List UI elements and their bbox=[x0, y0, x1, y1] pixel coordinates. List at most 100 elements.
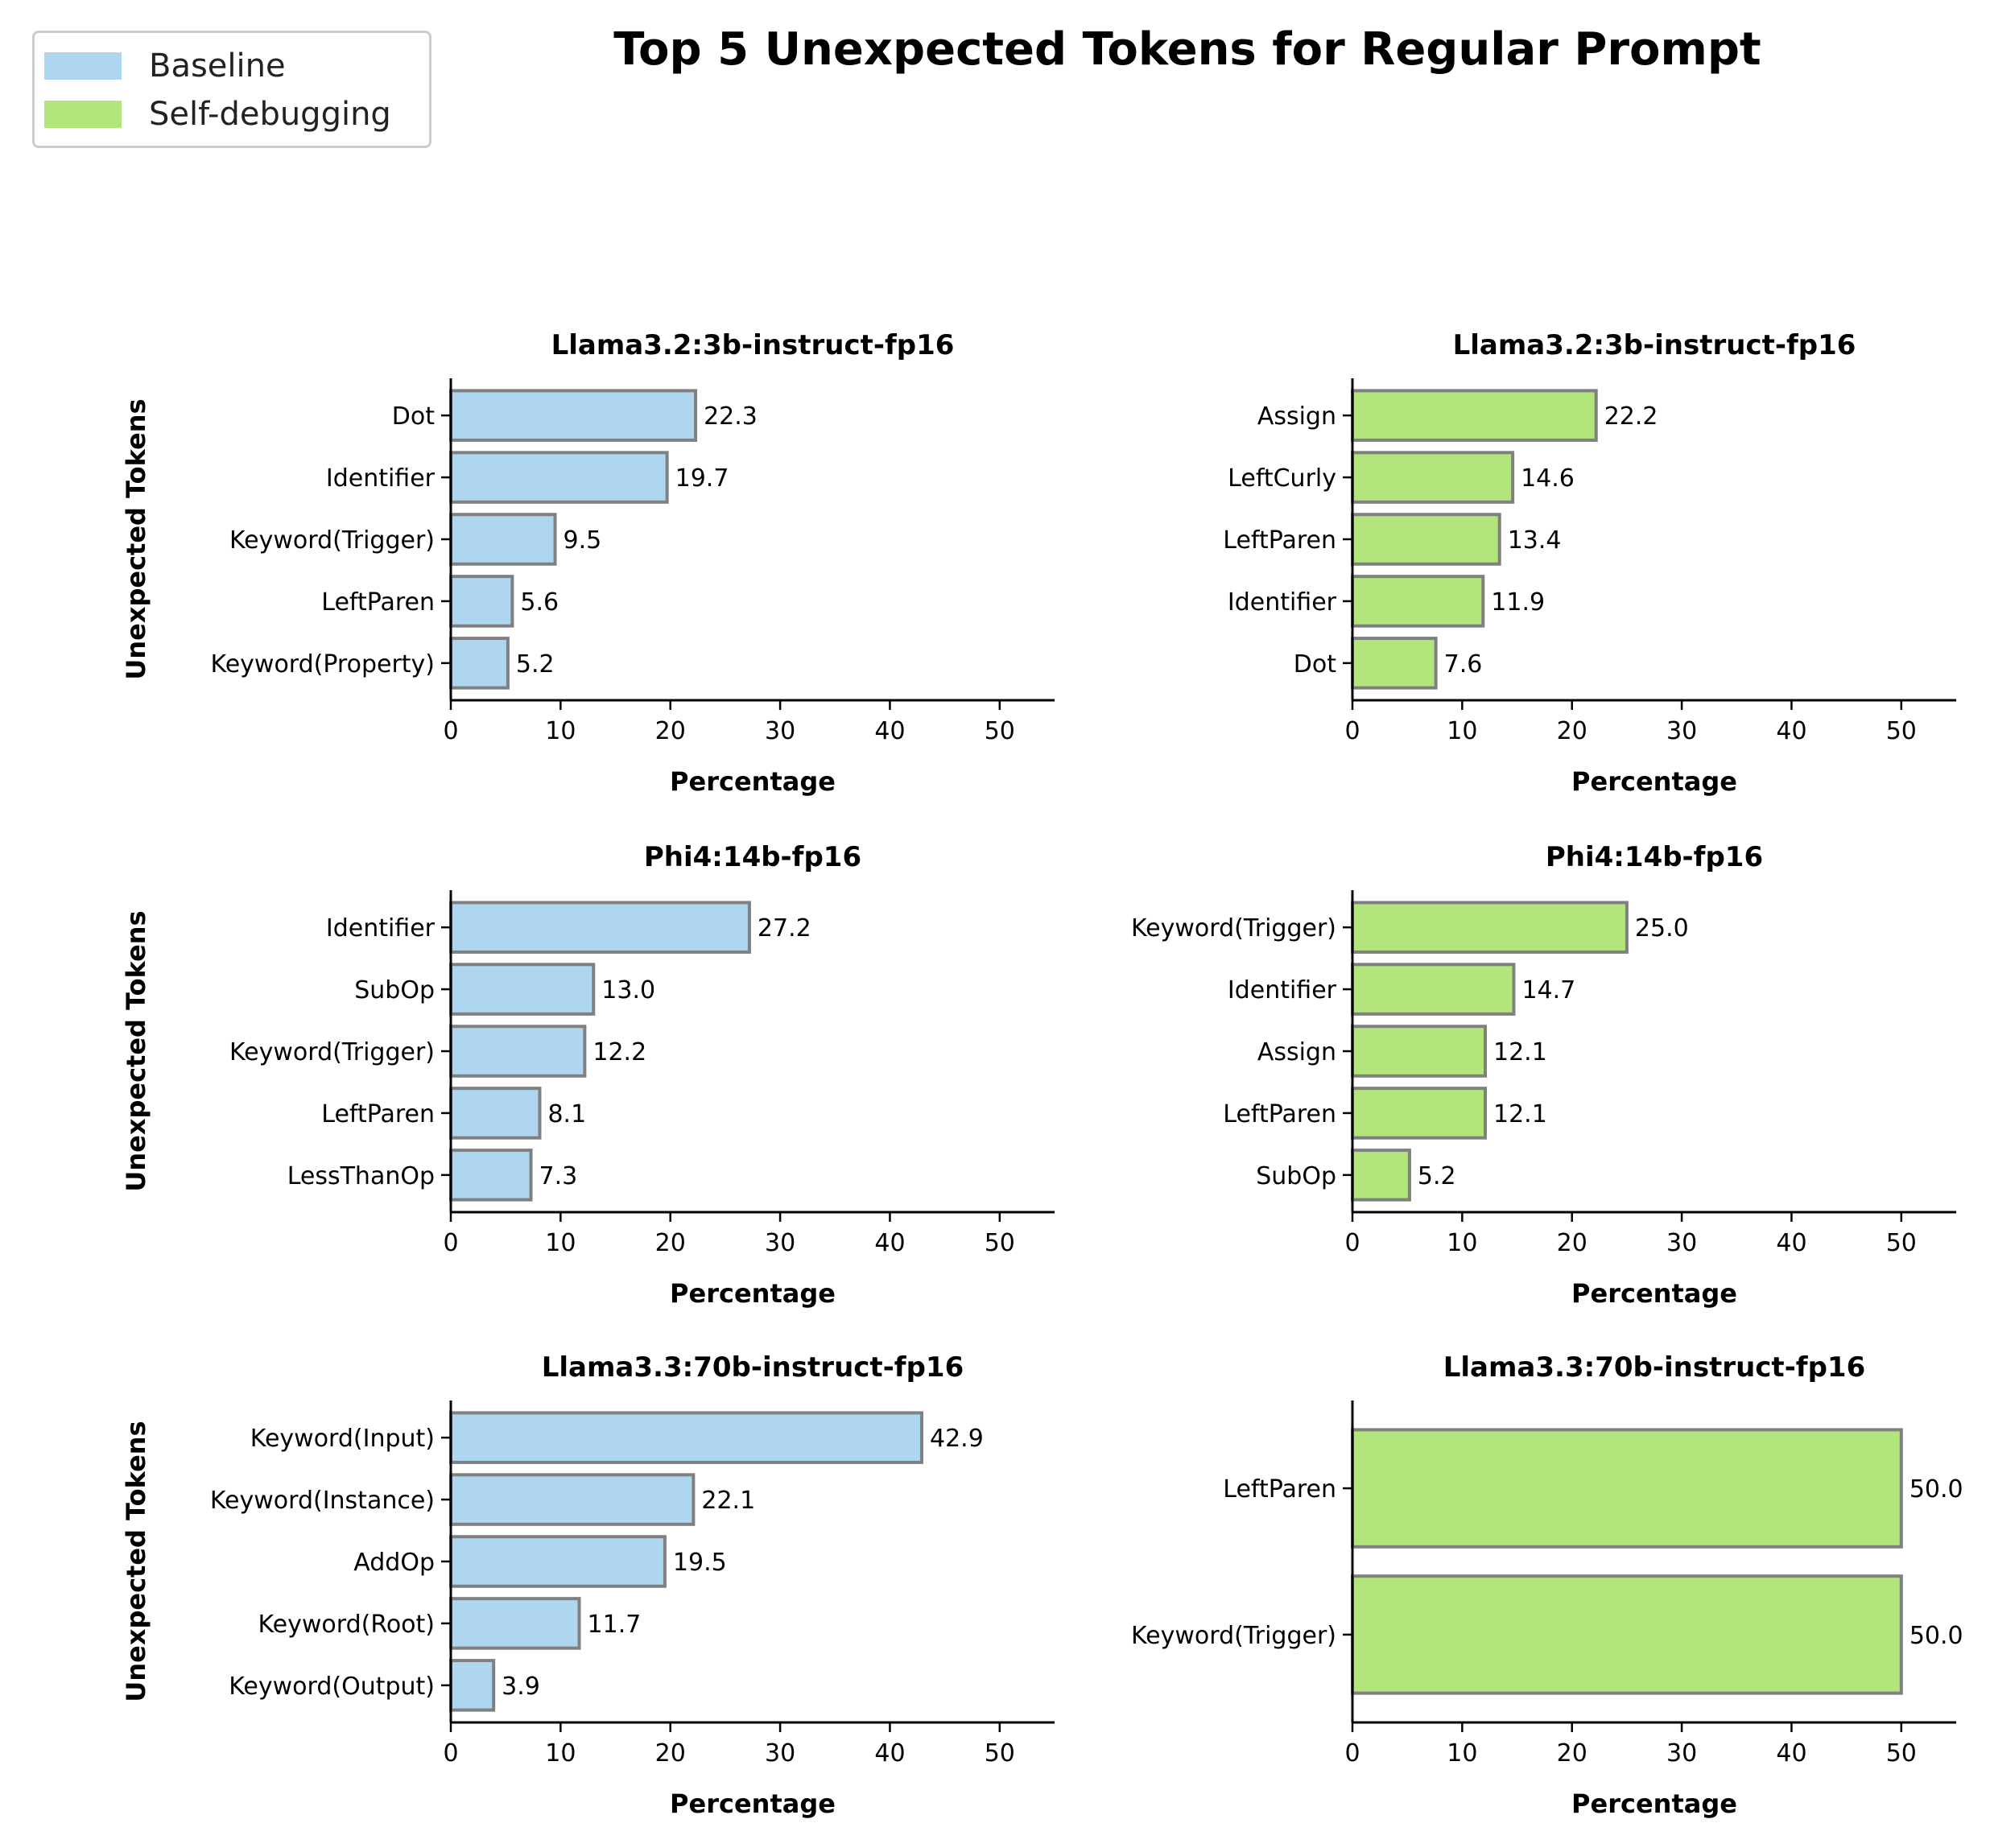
bar bbox=[449, 1597, 581, 1650]
legend-item-self-debugging: Self-debugging bbox=[44, 92, 391, 137]
value-label: 11.7 bbox=[588, 1611, 642, 1639]
x-tick-label: 20 bbox=[1557, 1739, 1587, 1768]
x-tick-label: 20 bbox=[1557, 717, 1587, 745]
value-label: 50.0 bbox=[1909, 1622, 1963, 1650]
subplot-2: Llama3.2:3b-instruct-fp16 22.2 Assign 14.6 L… bbox=[1223, 329, 1956, 797]
x-tick-label: 30 bbox=[765, 1739, 795, 1768]
bar bbox=[1351, 901, 1629, 954]
y-axis-label: Unexpected Tokens bbox=[121, 398, 151, 679]
subplot-title: Llama3.3:70b-instruct-fp16 bbox=[1443, 1351, 1866, 1384]
x-tick-label: 0 bbox=[443, 717, 458, 745]
y-tick-label: Dot bbox=[1294, 650, 1336, 679]
x-tick-label: 10 bbox=[545, 1229, 576, 1257]
bar bbox=[1351, 513, 1501, 566]
value-label: 42.9 bbox=[930, 1425, 984, 1453]
value-label: 9.5 bbox=[564, 526, 602, 555]
bar bbox=[1351, 1087, 1487, 1140]
x-tick-label: 20 bbox=[655, 1229, 686, 1257]
subplot-title: Phi4:14b-fp16 bbox=[644, 841, 861, 873]
value-label: 22.2 bbox=[1604, 402, 1658, 431]
value-label: 7.3 bbox=[539, 1162, 578, 1190]
subplot-title: Llama3.2:3b-instruct-fp16 bbox=[1453, 329, 1856, 361]
value-label: 50.0 bbox=[1909, 1475, 1963, 1504]
y-tick-label: Keyword(Root) bbox=[258, 1611, 435, 1639]
subplot-grid: Llama3.2:3b-instruct-fp16 22.3 Dot 19.7 Iden… bbox=[121, 329, 1963, 1819]
y-tick-label: Identifier bbox=[326, 914, 436, 943]
x-tick-label: 0 bbox=[443, 1229, 458, 1257]
x-tick-label: 20 bbox=[655, 717, 686, 745]
value-label: 13.4 bbox=[1508, 526, 1562, 555]
bar bbox=[449, 637, 510, 690]
y-tick-label: Keyword(Instance) bbox=[210, 1487, 435, 1515]
x-tick-label: 20 bbox=[1557, 1229, 1587, 1257]
x-tick-label: 30 bbox=[765, 1229, 795, 1257]
x-tick-label: 40 bbox=[1776, 717, 1806, 745]
x-tick-label: 50 bbox=[1886, 1739, 1917, 1768]
legend-label-self-debugging: Self-debugging bbox=[149, 96, 391, 133]
y-tick-label: LeftParen bbox=[321, 588, 435, 617]
subplot-5: Llama3.3:70b-instruct-fp16 42.9 Keyword(In… bbox=[121, 1351, 1055, 1819]
bar bbox=[449, 1659, 496, 1712]
x-axis-label: Percentage bbox=[1571, 1278, 1737, 1309]
value-label: 5.6 bbox=[520, 588, 559, 617]
x-tick-label: 20 bbox=[655, 1739, 686, 1768]
x-tick-label: 30 bbox=[1666, 717, 1697, 745]
y-tick-label: LeftCurly bbox=[1228, 464, 1336, 493]
y-tick-label: SubOp bbox=[354, 976, 435, 1004]
value-label: 12.2 bbox=[592, 1038, 646, 1066]
bar bbox=[1351, 1428, 1903, 1549]
subplot-3: Phi4:14b-fp16 27.2 Identifier 13.0 SubOp 12.2… bbox=[121, 841, 1055, 1309]
y-tick-label: Keyword(Output) bbox=[229, 1673, 435, 1701]
y-tick-label: Assign bbox=[1257, 1038, 1336, 1066]
value-label: 14.6 bbox=[1521, 464, 1575, 493]
bar bbox=[1351, 389, 1598, 442]
y-tick-label: Keyword(Trigger) bbox=[229, 1038, 435, 1066]
y-tick-label: LessThanOp bbox=[287, 1162, 435, 1190]
x-tick-label: 10 bbox=[545, 1739, 576, 1768]
value-label: 12.1 bbox=[1493, 1100, 1547, 1128]
x-tick-label: 50 bbox=[1886, 1229, 1917, 1257]
x-tick-label: 40 bbox=[874, 1739, 905, 1768]
y-tick-label: Dot bbox=[392, 402, 435, 431]
x-tick-label: 40 bbox=[1776, 1739, 1806, 1768]
y-tick-label: Keyword(Property) bbox=[211, 650, 435, 679]
x-tick-label: 30 bbox=[1666, 1739, 1697, 1768]
y-tick-label: Identifier bbox=[1228, 976, 1337, 1004]
value-label: 22.3 bbox=[704, 402, 758, 431]
value-label: 12.1 bbox=[1493, 1038, 1547, 1066]
legend-swatch-self-debugging bbox=[44, 101, 122, 128]
x-tick-label: 0 bbox=[1344, 1739, 1360, 1768]
bar bbox=[1351, 575, 1485, 628]
value-label: 13.0 bbox=[601, 976, 655, 1004]
y-axis-label: Unexpected Tokens bbox=[121, 1421, 151, 1702]
bar bbox=[449, 575, 514, 628]
subplot-title: Phi4:14b-fp16 bbox=[1546, 841, 1763, 873]
y-tick-label: LeftParen bbox=[1223, 1475, 1336, 1504]
bar bbox=[1351, 963, 1516, 1016]
bar bbox=[449, 451, 669, 504]
x-tick-label: 10 bbox=[545, 717, 576, 745]
value-label: 11.9 bbox=[1491, 588, 1545, 617]
y-tick-label: Keyword(Trigger) bbox=[229, 526, 435, 555]
x-tick-label: 50 bbox=[985, 717, 1015, 745]
y-tick-label: Identifier bbox=[1228, 588, 1337, 617]
x-tick-label: 10 bbox=[1447, 1739, 1477, 1768]
y-tick-label: Assign bbox=[1257, 402, 1336, 431]
bar bbox=[449, 1411, 923, 1464]
bar bbox=[449, 963, 596, 1016]
subplot-title: Llama3.2:3b-instruct-fp16 bbox=[551, 329, 955, 361]
value-label: 19.5 bbox=[673, 1549, 727, 1577]
x-tick-label: 0 bbox=[1344, 717, 1360, 745]
y-tick-label: Keyword(Trigger) bbox=[1131, 914, 1336, 943]
x-tick-label: 50 bbox=[985, 1229, 1015, 1257]
value-label: 8.1 bbox=[547, 1100, 586, 1128]
value-label: 3.9 bbox=[502, 1673, 540, 1701]
bar bbox=[1351, 637, 1438, 690]
bar bbox=[449, 389, 698, 442]
bar bbox=[449, 1025, 587, 1078]
x-axis-label: Percentage bbox=[670, 1278, 836, 1309]
x-axis-label: Percentage bbox=[670, 766, 836, 797]
figure-title: Top 5 Unexpected Tokens for Regular Prom… bbox=[613, 23, 1761, 76]
x-tick-label: 0 bbox=[443, 1739, 458, 1768]
